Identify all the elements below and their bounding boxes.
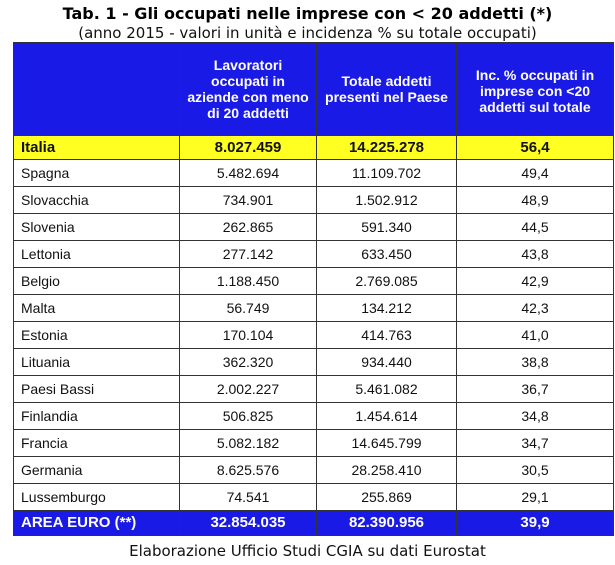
country-cell: Lussemburgo [13,483,180,511]
percentage-cell: 49,4 [456,159,614,187]
country-cell: Lituania [13,348,180,376]
total-cell: 255.869 [316,483,457,511]
table-row: Germania 8.625.576 28.258.410 30,5 [13,456,614,484]
table-subtitle: (anno 2015 - valori in unità e incidenza… [78,24,537,42]
percentage-cell: 56,4 [456,135,614,160]
workers-cell: 56.749 [179,294,317,322]
header-row: Lavoratori occupati in aziende con meno … [13,42,614,136]
workers-cell: 170.104 [179,321,317,349]
country-cell: Lettonia [13,240,180,268]
workers-cell: 1.188.450 [179,267,317,295]
table-row: Estonia 170.104 414.763 41,0 [13,321,614,349]
percentage-cell: 34,7 [456,429,614,457]
table-row: Lituania 362.320 934.440 38,8 [13,348,614,376]
percentage-cell: 48,9 [456,186,614,214]
country-cell: Slovacchia [13,186,180,214]
percentage-cell: 42,3 [456,294,614,322]
country-cell: Estonia [13,321,180,349]
country-cell: Malta [13,294,180,322]
total-cell: 1.454.614 [316,402,457,430]
table-row: Francia 5.082.182 14.645.799 34,7 [13,429,614,457]
total-cell: 591.340 [316,213,457,241]
table-row: Malta 56.749 134.212 42,3 [13,294,614,322]
workers-cell: 5.482.694 [179,159,317,187]
country-cell: Paesi Bassi [13,375,180,403]
country-cell: Italia [13,135,180,160]
total-cell: 14.645.799 [316,429,457,457]
header-percentage: Inc. % occupati in imprese con <20 addet… [456,42,614,136]
country-cell: Belgio [13,267,180,295]
country-cell: Slovenia [13,213,180,241]
header-workers: Lavoratori occupati in aziende con meno … [179,42,317,136]
table-row: Paesi Bassi 2.002.227 5.461.082 36,7 [13,375,614,403]
header-country [13,42,180,136]
table-row: Lussemburgo 74.541 255.869 29,1 [13,483,614,511]
percentage-cell: 42,9 [456,267,614,295]
percentage-cell: 30,5 [456,456,614,484]
percentage-cell: 34,8 [456,402,614,430]
table-row-area-euro: AREA EURO (**) 32.854.035 82.390.956 39,… [13,510,614,536]
total-cell: 1.502.912 [316,186,457,214]
total-cell: 5.461.082 [316,375,457,403]
table-title: Tab. 1 - Gli occupati nelle imprese con … [62,4,553,23]
total-cell: 28.258.410 [316,456,457,484]
workers-cell: 362.320 [179,348,317,376]
percentage-cell: 44,5 [456,213,614,241]
workers-cell: 2.002.227 [179,375,317,403]
percentage-cell: 39,9 [456,510,614,536]
table-row-italia: Italia 8.027.459 14.225.278 56,4 [13,135,614,160]
workers-cell: 74.541 [179,483,317,511]
total-cell: 2.769.085 [316,267,457,295]
workers-cell: 262.865 [179,213,317,241]
table-row: Lettonia 277.142 633.450 43,8 [13,240,614,268]
workers-cell: 277.142 [179,240,317,268]
table-row: Finlandia 506.825 1.454.614 34,8 [13,402,614,430]
table-row: Belgio 1.188.450 2.769.085 42,9 [13,267,614,295]
header-total: Totale addetti presenti nel Paese [316,42,457,136]
total-cell: 134.212 [316,294,457,322]
country-cell: Francia [13,429,180,457]
total-cell: 633.450 [316,240,457,268]
workers-cell: 734.901 [179,186,317,214]
percentage-cell: 36,7 [456,375,614,403]
table-row: Slovenia 262.865 591.340 44,5 [13,213,614,241]
table-row: Spagna 5.482.694 11.109.702 49,4 [13,159,614,187]
table-row: Slovacchia 734.901 1.502.912 48,9 [13,186,614,214]
employment-table: Lavoratori occupati in aziende con meno … [13,42,614,536]
source-note: Elaborazione Ufficio Studi CGIA su dati … [129,542,486,560]
country-cell: Finlandia [13,402,180,430]
total-cell: 934.440 [316,348,457,376]
percentage-cell: 41,0 [456,321,614,349]
workers-cell: 8.027.459 [179,135,317,160]
workers-cell: 32.854.035 [179,510,317,536]
total-cell: 14.225.278 [316,135,457,160]
percentage-cell: 38,8 [456,348,614,376]
percentage-cell: 43,8 [456,240,614,268]
country-cell: Spagna [13,159,180,187]
workers-cell: 8.625.576 [179,456,317,484]
workers-cell: 506.825 [179,402,317,430]
total-cell: 82.390.956 [316,510,457,536]
total-cell: 11.109.702 [316,159,457,187]
country-cell: Germania [13,456,180,484]
country-cell: AREA EURO (**) [13,510,180,536]
total-cell: 414.763 [316,321,457,349]
workers-cell: 5.082.182 [179,429,317,457]
percentage-cell: 29,1 [456,483,614,511]
